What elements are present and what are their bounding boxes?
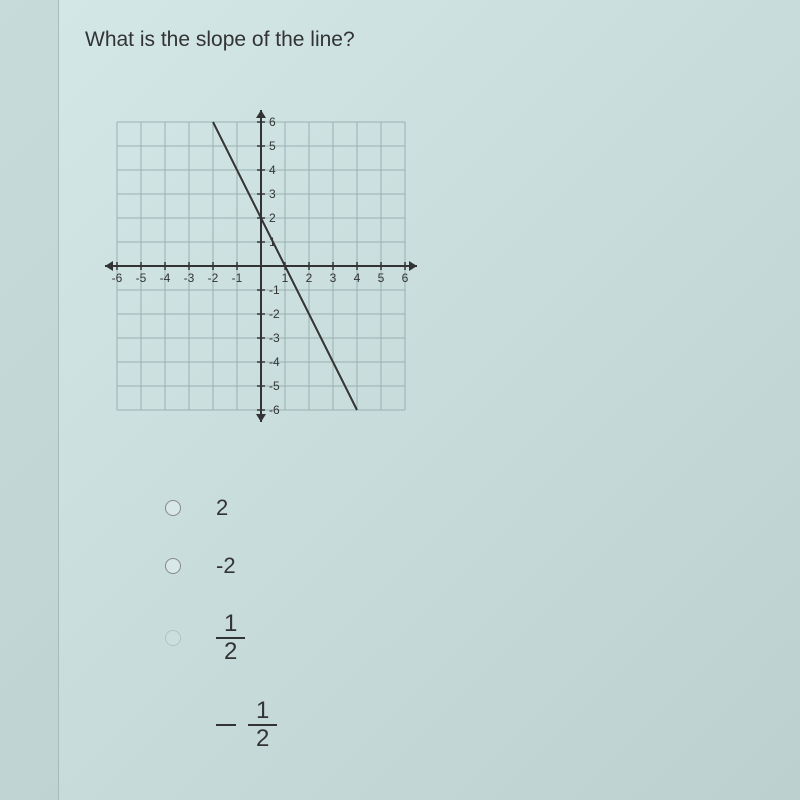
svg-text:3: 3	[269, 187, 276, 201]
negative-fraction-label: 1 2	[216, 698, 277, 753]
svg-text:-1: -1	[269, 283, 280, 297]
svg-text:5: 5	[269, 139, 276, 153]
svg-text:-2: -2	[208, 271, 219, 285]
svg-text:4: 4	[354, 271, 361, 285]
svg-text:-3: -3	[269, 331, 280, 345]
answer-options: 2 -2 1 2 1 2	[165, 495, 765, 753]
option-b[interactable]: -2	[165, 553, 765, 579]
coordinate-graph: -6-5-4-3-2-1123456-6-5-4-3-2-1123456	[97, 102, 765, 435]
option-label: -2	[216, 553, 236, 579]
option-label: 2	[216, 495, 228, 521]
svg-text:2: 2	[269, 211, 276, 225]
fraction-label: 1 2	[216, 611, 245, 666]
svg-text:-4: -4	[160, 271, 171, 285]
radio-icon	[165, 500, 181, 516]
svg-text:4: 4	[269, 163, 276, 177]
question-text: What is the slope of the line?	[85, 28, 765, 52]
option-d[interactable]: 1 2	[165, 698, 765, 753]
option-c[interactable]: 1 2	[165, 611, 765, 666]
worksheet-left-margin	[0, 0, 59, 800]
minus-sign	[216, 724, 236, 726]
option-a[interactable]: 2	[165, 495, 765, 521]
svg-text:-6: -6	[112, 271, 123, 285]
svg-text:-2: -2	[269, 307, 280, 321]
svg-text:3: 3	[330, 271, 337, 285]
svg-text:-6: -6	[269, 403, 280, 417]
radio-icon	[165, 630, 181, 646]
svg-text:-4: -4	[269, 355, 280, 369]
radio-icon	[165, 558, 181, 574]
svg-text:-1: -1	[232, 271, 243, 285]
svg-text:-3: -3	[184, 271, 195, 285]
svg-text:-5: -5	[269, 379, 280, 393]
svg-text:6: 6	[402, 271, 409, 285]
svg-text:6: 6	[269, 115, 276, 129]
svg-text:-5: -5	[136, 271, 147, 285]
graph-svg: -6-5-4-3-2-1123456-6-5-4-3-2-1123456	[97, 102, 425, 430]
svg-text:5: 5	[378, 271, 385, 285]
svg-text:2: 2	[306, 271, 313, 285]
question-block: What is the slope of the line? -6-5-4-3-…	[85, 28, 765, 785]
